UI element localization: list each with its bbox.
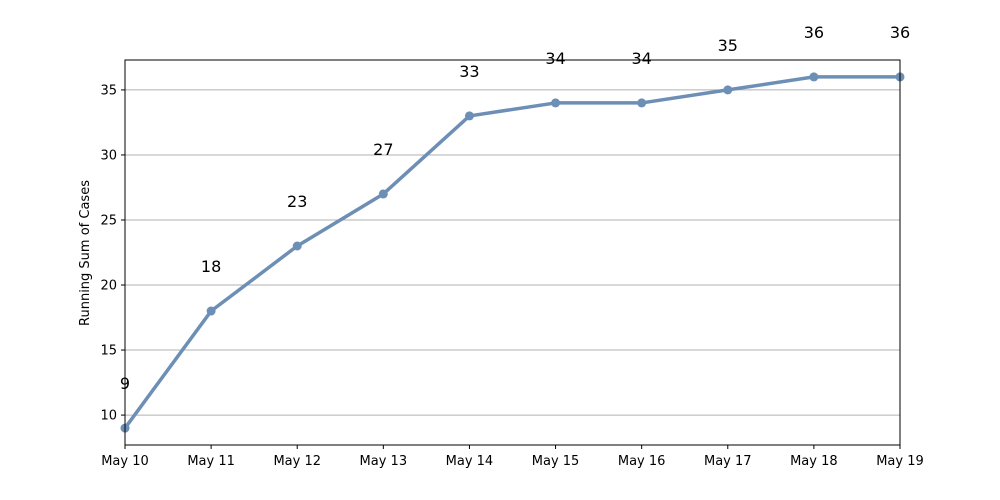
- data-point: [637, 98, 647, 108]
- y-axis-label: Running Sum of Cases: [78, 180, 93, 326]
- data-label: 34: [631, 49, 651, 68]
- data-point: [292, 241, 302, 251]
- data-label: 33: [459, 62, 479, 81]
- x-ticks: May 10 May 11 May 12 May 13 May 14 May 15 May …: [101, 445, 924, 469]
- y-tick-label: 30: [100, 148, 117, 163]
- data-points: [120, 72, 905, 433]
- x-tick-label: May 14: [446, 454, 494, 469]
- y-ticks: 10 15 20 25 30 35: [100, 83, 125, 424]
- data-label: 18: [201, 257, 221, 276]
- data-label: 36: [804, 23, 824, 42]
- data-label: 35: [718, 36, 738, 55]
- x-tick-label: May 13: [360, 454, 408, 469]
- y-tick-label: 15: [100, 344, 117, 359]
- series-line-group: [123, 75, 902, 430]
- data-point: [206, 306, 216, 316]
- plot-frame: [124, 59, 901, 446]
- data-point: [809, 72, 819, 82]
- x-tick-label: May 12: [273, 454, 321, 469]
- y-tick-label: 35: [100, 83, 117, 98]
- data-point: [551, 98, 561, 108]
- y-tick-label: 20: [100, 279, 117, 294]
- x-tick-label: May 19: [876, 454, 924, 469]
- x-tick-label: May 18: [790, 454, 838, 469]
- x-tick-label: May 10: [101, 454, 149, 469]
- data-label: 23: [287, 192, 307, 211]
- data-label: 36: [890, 23, 910, 42]
- data-point: [464, 111, 474, 121]
- x-tick-label: May 11: [187, 454, 235, 469]
- series-line: [123, 75, 902, 430]
- x-tick-label: May 16: [618, 454, 666, 469]
- data-label: 27: [373, 140, 393, 159]
- y-tick-label: 25: [100, 213, 117, 228]
- y-tick-label: 10: [100, 409, 117, 424]
- grid-lines: [125, 89, 900, 416]
- x-tick-label: May 15: [532, 454, 580, 469]
- data-point: [378, 189, 388, 199]
- data-label: 34: [545, 49, 565, 68]
- x-tick-label: May 17: [704, 454, 752, 469]
- data-point: [723, 85, 733, 95]
- axes: [124, 59, 901, 446]
